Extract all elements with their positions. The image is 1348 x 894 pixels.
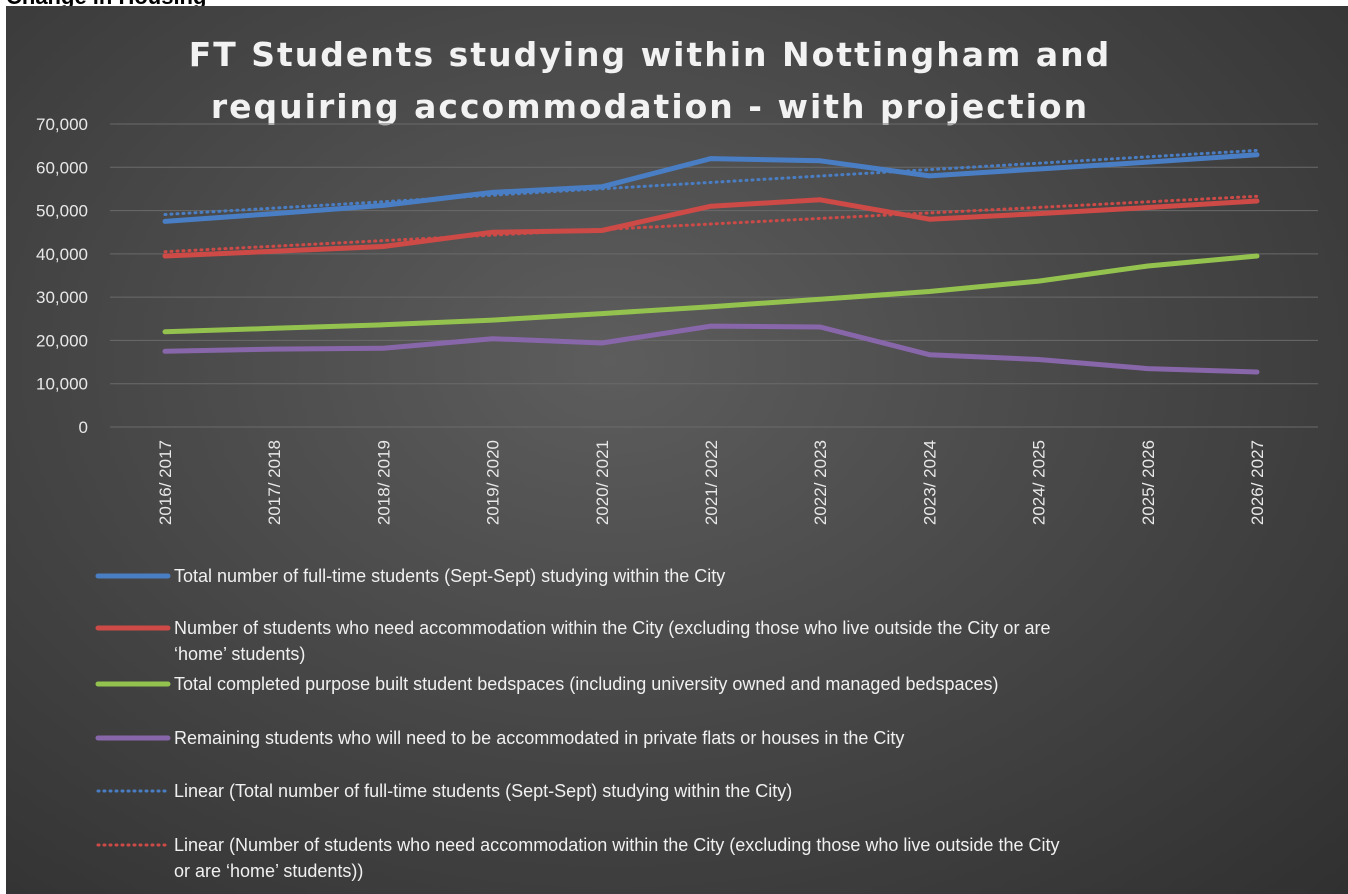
series-line-3 [162,253,1260,335]
x-tick-label: 2017/ 2018 [265,440,284,525]
legend-label: ‘home’ students) [174,644,305,664]
gridlines [110,123,1318,428]
chart-title-line-2: requiring accommodation - with projectio… [211,87,1089,126]
y-tick-label: 40,000 [36,245,88,264]
legend-label: Linear (Total number of full-time studen… [174,781,792,801]
series-line-5 [163,148,1259,216]
series-line-4 [162,323,1260,375]
x-tick-label: 2020/ 2021 [593,440,612,525]
y-tick-label: 60,000 [36,158,88,177]
y-tick-label: 10,000 [36,375,88,394]
y-tick-label: 0 [79,418,88,437]
chart-title: FT Students studying within Nottingham a… [189,35,1112,126]
x-tick-label: 2024/ 2025 [1030,440,1049,525]
x-tick-label: 2021/ 2022 [702,440,721,525]
series-line-2 [162,197,1260,259]
x-tick-label: 2023/ 2024 [920,440,939,525]
y-tick-label: 70,000 [36,115,88,134]
x-tick-label: 2025/ 2026 [1139,440,1158,525]
y-tick-label: 30,000 [36,288,88,307]
chart-title-line-1: FT Students studying within Nottingham a… [189,35,1112,74]
legend-label: Linear (Number of students who need acco… [174,835,1059,855]
x-axis-ticks: 2016/ 2017 2017/ 2018 2018/ 2019 2019/ 2020… [156,440,1267,525]
series-line-1 [162,152,1260,224]
x-tick-label: 2018/ 2019 [374,440,393,525]
legend-label: Remaining students who will need to be a… [174,728,904,748]
series-lines [162,148,1260,375]
page-top-strip [0,0,1348,6]
x-tick-label: 2026/ 2027 [1248,440,1267,525]
y-tick-label: 50,000 [36,202,88,221]
legend-label: Number of students who need accommodatio… [174,618,1050,638]
chart-area [6,6,1348,894]
x-tick-label: 2016/ 2017 [156,440,175,525]
y-tick-label: 20,000 [36,331,88,350]
legend-label: Total completed purpose built student be… [174,674,999,694]
legend-label: or are ‘home’ students)) [174,861,363,881]
legend: Total number of full-time students (Sept… [95,566,1059,881]
cut-off-heading: Change in Housing [6,0,206,10]
y-axis-ticks: 0 10,000 20,000 30,000 40,000 50,000 60,000 70,… [36,115,88,437]
x-tick-label: 2022/ 2023 [811,440,830,525]
series-line-6 [163,194,1259,254]
x-tick-label: 2019/ 2020 [484,440,503,525]
legend-label: Total number of full-time students (Sept… [174,566,725,586]
